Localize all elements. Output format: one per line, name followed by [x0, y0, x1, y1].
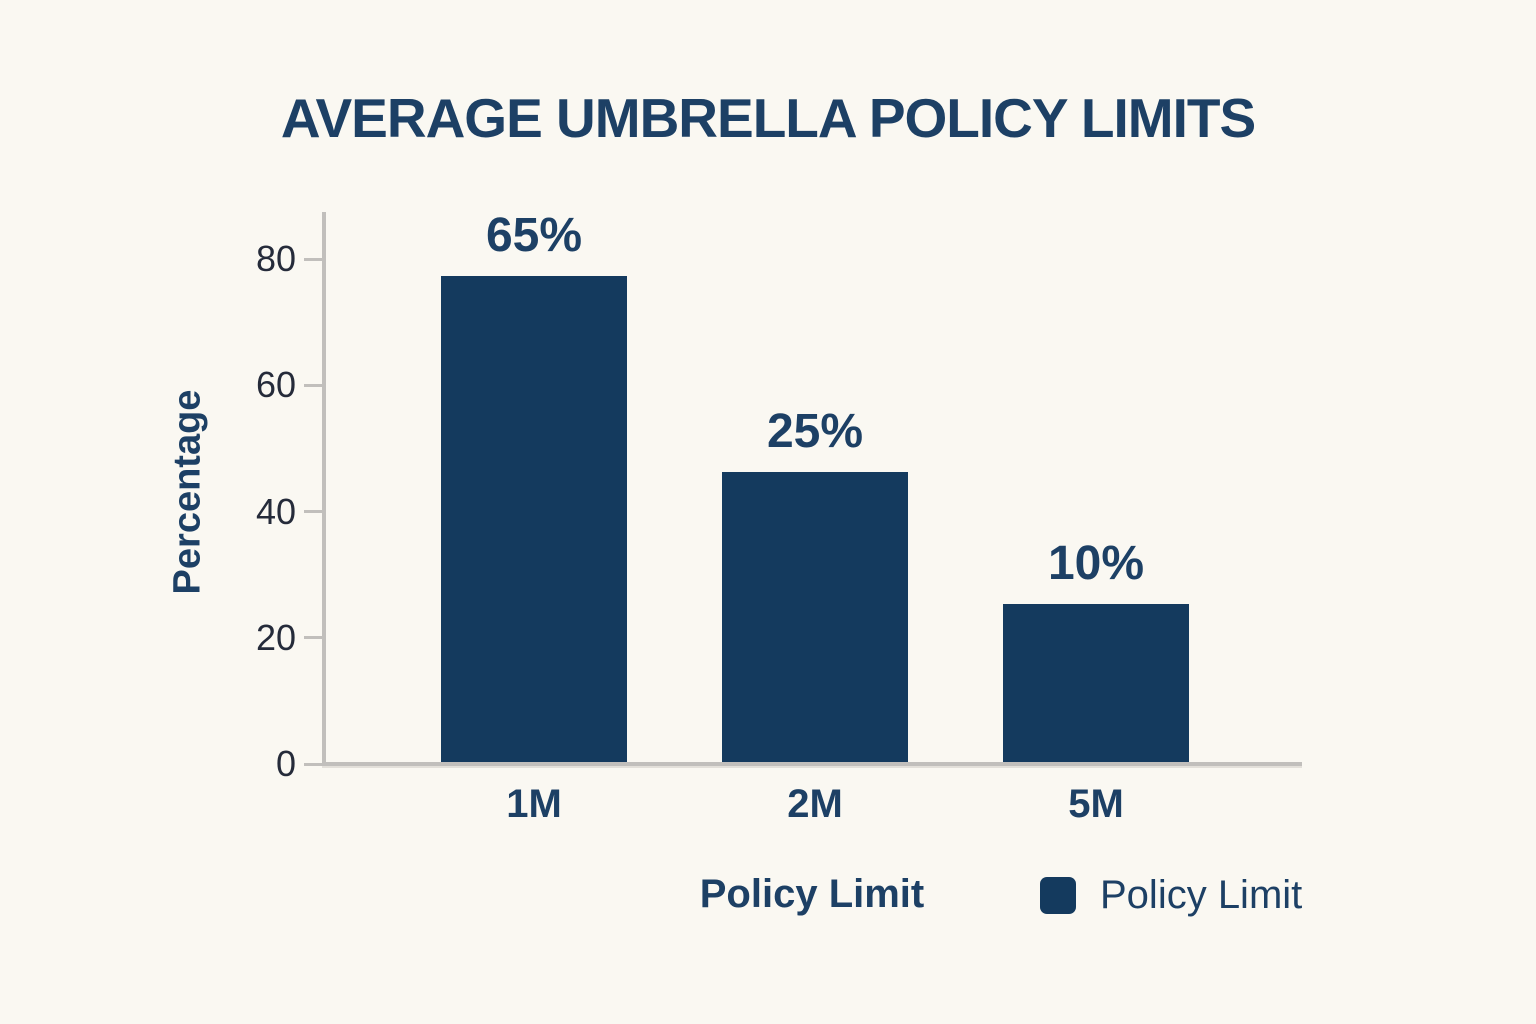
y-axis-label: Percentage [166, 389, 209, 595]
legend-swatch [1040, 876, 1076, 914]
y-axis-line [322, 212, 326, 766]
y-tick-label: 40 [255, 490, 296, 532]
x-tick-label: 1M [506, 782, 562, 826]
bar-value-label: 10% [1047, 537, 1145, 590]
bar-1m [441, 276, 627, 762]
y-tick-mark [304, 510, 322, 513]
y-tick-label: 60 [255, 364, 296, 406]
y-tick-mark [304, 762, 322, 766]
x-tick-label: 2M [787, 782, 843, 826]
chart-title: AVERAGE UMBRELLA POLICY LIMITS [280, 87, 1256, 149]
x-tick-label: 5M [1068, 782, 1124, 826]
bar-value-label: 25% [766, 405, 864, 458]
legend: Policy Limit [1040, 875, 1302, 915]
y-tick-mark [304, 636, 322, 640]
y-tick-label: 80 [255, 238, 296, 279]
bar-value-label: 65% [485, 209, 583, 262]
bar-2m [722, 472, 908, 762]
y-tick-mark [304, 257, 322, 261]
x-axis-title: Policy Limit [699, 872, 925, 916]
y-tick-label: 0 [275, 743, 296, 784]
bar-5m [1003, 604, 1189, 762]
y-tick-label: 20 [255, 616, 296, 658]
legend-label: Policy Limit [1100, 873, 1303, 917]
y-tick-mark [304, 383, 322, 387]
x-axis-line [322, 762, 1302, 766]
